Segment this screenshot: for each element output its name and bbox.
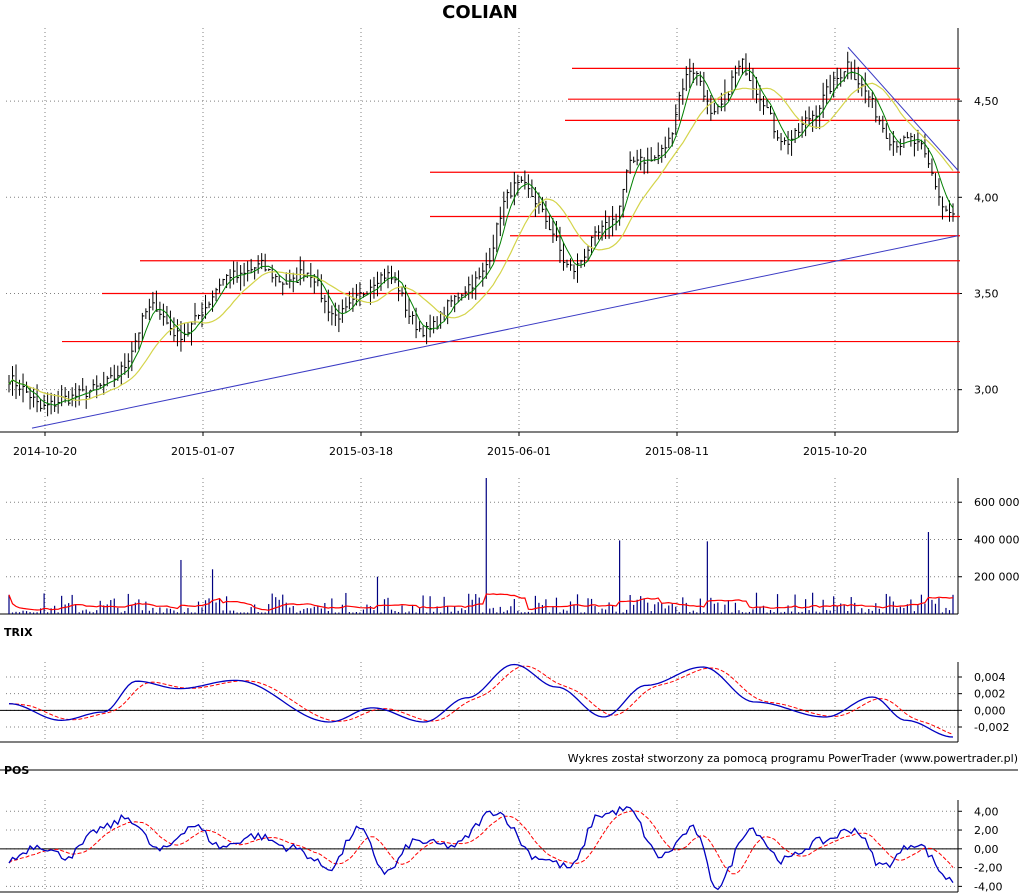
ytick-label-trix-0: -0,002: [974, 721, 1009, 734]
ytick-label-pos-2: 0,00: [974, 843, 999, 856]
pos-main-line: [8, 805, 954, 891]
xtick-label-3: 2015-06-01: [487, 445, 551, 458]
trendline-down: [847, 46, 959, 171]
trix-main-line: [8, 663, 954, 738]
ytick-label-price-1: 3,50: [974, 287, 999, 300]
ytick-label-volume-0: 200 000: [974, 571, 1020, 584]
ytick-label-trix-2: 0,002: [974, 688, 1006, 701]
ytick-label-price-2: 4,00: [974, 191, 999, 204]
ytick-label-trix-3: 0,004: [974, 671, 1006, 684]
ytick-label-volume-1: 400 000: [974, 533, 1020, 546]
xtick-label-5: 2015-10-20: [803, 445, 867, 458]
ytick-label-pos-4: 4,00: [974, 805, 999, 818]
ytick-label-price-3: 4,50: [974, 95, 999, 108]
xtick-label-1: 2015-01-07: [171, 445, 235, 458]
moving-average-long: [8, 82, 954, 401]
trendline-up: [31, 235, 959, 429]
xtick-label-4: 2015-08-11: [645, 445, 709, 458]
panel-label-trix: TRIX: [4, 626, 33, 639]
ytick-label-price-0: 3,00: [974, 384, 999, 397]
ytick-label-trix-1: 0,000: [974, 704, 1006, 717]
xtick-label-2: 2015-03-18: [329, 445, 393, 458]
pos-signal-line: [8, 810, 954, 875]
ytick-label-volume-2: 600 000: [974, 496, 1020, 509]
moving-average-short: [8, 69, 954, 406]
ytick-label-pos-0: -4,00: [974, 880, 1002, 893]
ytick-label-pos-1: -2,00: [974, 862, 1002, 875]
xtick-label-0: 2014-10-20: [13, 445, 77, 458]
chart-title: COLIAN: [442, 2, 518, 23]
chart-credit: Wykres został stworzony za pomocą progra…: [568, 752, 1018, 765]
ytick-label-pos-3: 2,00: [974, 824, 999, 837]
trix-signal-line: [8, 665, 954, 735]
volume-average-line: [8, 593, 954, 611]
